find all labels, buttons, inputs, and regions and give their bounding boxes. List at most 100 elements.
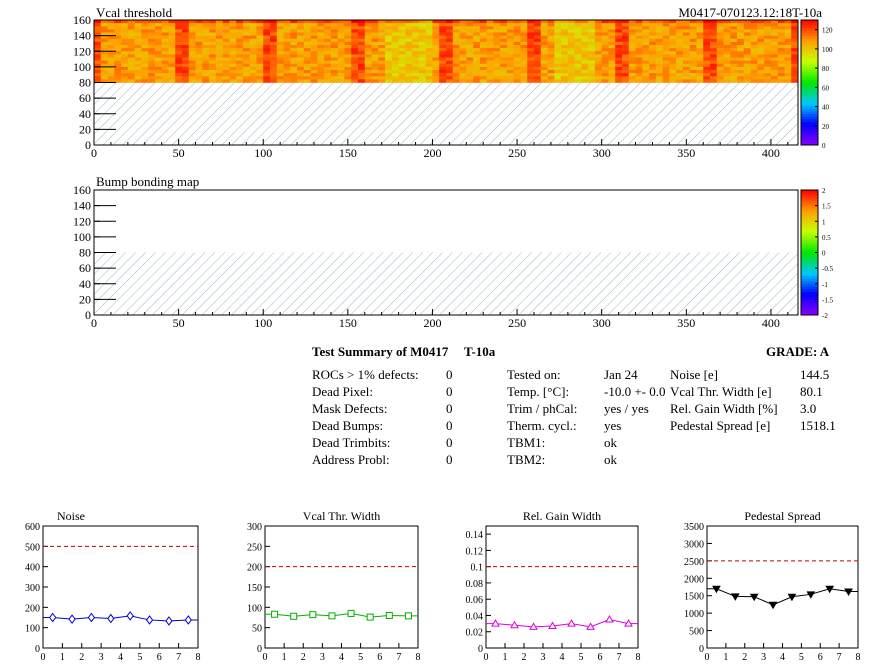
heatmap-cell: [405, 35, 413, 40]
heatmap-cell: [534, 32, 542, 36]
heatmap-cell: [94, 51, 102, 55]
heatmap-cell: [743, 23, 751, 27]
heatmap-cell: [270, 26, 278, 30]
heatmap-cell: [188, 60, 196, 65]
heatmap-cell: [628, 57, 636, 61]
heatmap-cell: [391, 79, 399, 83]
heatmap-cell: [358, 23, 366, 27]
color-scale-band: [801, 294, 818, 298]
heatmap-cell: [175, 32, 183, 36]
heatmap-cell: [703, 70, 711, 74]
heatmap-cell: [168, 23, 176, 27]
heatmap-cell: [764, 76, 772, 80]
heatmap-cell: [446, 60, 454, 65]
x-tick-label: 200: [423, 316, 441, 330]
heatmap-cell: [520, 32, 528, 36]
heatmap-cell: [662, 70, 670, 74]
heatmap-cell: [574, 57, 582, 61]
heatmap-cell: [466, 79, 474, 83]
y-tick-label: 100: [73, 230, 91, 244]
condition-row: TBM1: ok: [507, 435, 667, 452]
heatmap-cell: [398, 73, 406, 77]
heatmap-cell: [412, 48, 420, 52]
heatmap-cell: [114, 70, 122, 74]
heatmap-cell: [784, 35, 792, 40]
heatmap-cell: [466, 54, 474, 58]
heatmap-cell: [351, 32, 359, 36]
heatmap-cell: [148, 66, 156, 71]
heatmap-cell: [107, 60, 115, 65]
x-tick-label: 6: [377, 652, 382, 663]
heatmap-cell: [622, 41, 630, 46]
heatmap-cell: [696, 35, 704, 40]
heatmap-cell: [127, 23, 135, 27]
data-point: [385, 611, 393, 619]
heatmap-cell: [567, 20, 575, 24]
heatmap-cell: [398, 79, 406, 83]
heatmap-cell: [121, 54, 129, 58]
heatmap-cell: [222, 23, 230, 27]
condition-value: ok: [604, 435, 617, 450]
color-scale-band: [801, 296, 818, 300]
y-tick-label: 160: [73, 183, 91, 197]
x-tick-label: 6: [598, 652, 603, 663]
z-tick-label: -0.5: [822, 265, 834, 273]
heatmap-cell: [439, 70, 447, 74]
heatmap-cell: [473, 29, 481, 33]
heatmap-cell: [195, 66, 203, 71]
heatmap-cell: [378, 38, 386, 43]
heatmap-cell: [121, 60, 129, 65]
heatmap-cell: [642, 23, 650, 27]
heatmap-cell: [777, 73, 785, 77]
heatmap-cell: [283, 76, 291, 80]
heatmap-cell: [154, 54, 162, 58]
heatmap-cell: [297, 57, 305, 61]
heatmap-cell: [459, 38, 467, 43]
heatmap-cell: [500, 20, 508, 24]
heatmap-cell: [324, 32, 332, 36]
heatmap-cell: [743, 32, 751, 36]
heatmap-cell: [270, 20, 278, 24]
heatmap-cell: [737, 26, 745, 30]
heatmap-cell: [141, 73, 149, 77]
heatmap-cell: [344, 26, 352, 30]
x-tick-label: 0: [705, 652, 710, 663]
heatmap-cell: [486, 60, 494, 65]
heatmap-cell: [730, 63, 738, 68]
heatmap-cell: [554, 73, 562, 77]
x-tick-label: 1: [282, 652, 287, 663]
heatmap-cell: [540, 45, 548, 49]
heatmap-cell: [405, 54, 413, 58]
heatmap-cell: [107, 41, 115, 46]
heatmap-cell: [669, 41, 677, 46]
heatmap-cell: [534, 29, 542, 33]
heatmap-cell: [270, 79, 278, 83]
heatmap-cell: [351, 29, 359, 33]
heatmap-cell: [432, 29, 440, 33]
heatmap-cell: [432, 45, 440, 49]
heatmap-cell: [540, 76, 548, 80]
color-scale-band: [801, 213, 818, 217]
condition-row: Therm. cycl.: yes: [507, 418, 667, 435]
heatmap-cell: [649, 35, 657, 40]
heatmap-cell: [215, 32, 223, 36]
data-point: [825, 585, 835, 594]
result-value: 1518.1: [800, 418, 836, 433]
heatmap-cell: [696, 60, 704, 65]
color-scale-band: [801, 53, 818, 57]
heatmap-cell: [303, 32, 311, 36]
heatmap-cell: [242, 26, 250, 30]
heatmap-cell: [391, 45, 399, 49]
heatmap-cell: [473, 66, 481, 71]
heatmap-cell: [635, 51, 643, 55]
heatmap-cell: [689, 41, 697, 46]
heatmap-cell: [608, 73, 616, 77]
heatmap-cell: [601, 29, 609, 33]
heatmap-cell: [188, 76, 196, 80]
y-tick-label: 0: [85, 138, 91, 152]
chart-title: Pedestal Spread: [744, 509, 820, 523]
heatmap-cell: [723, 63, 731, 68]
heatmap-cell: [297, 38, 305, 43]
heatmap-cell: [358, 45, 366, 49]
heatmap-cell: [466, 48, 474, 52]
